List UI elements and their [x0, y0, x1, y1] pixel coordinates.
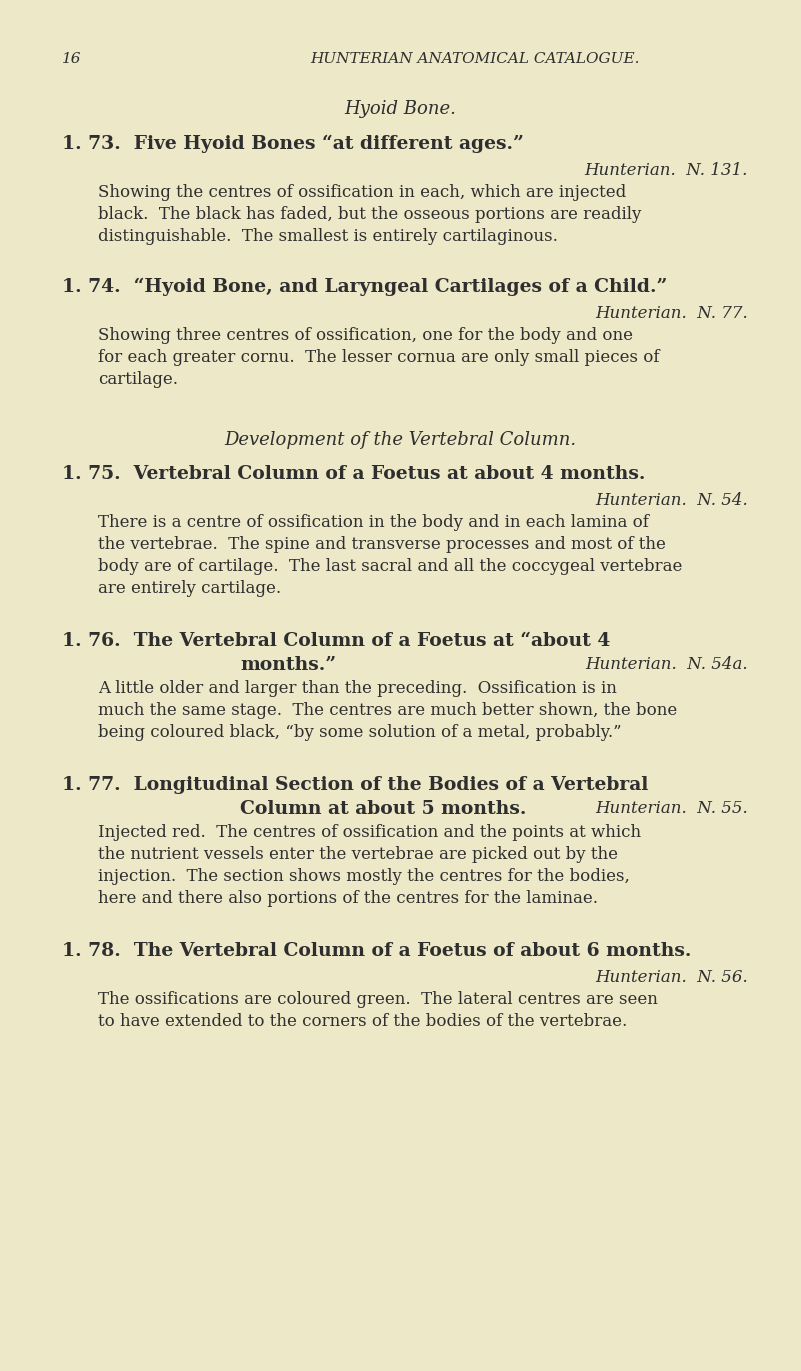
Text: injection.  The section shows mostly the centres for the bodies,: injection. The section shows mostly the …	[98, 868, 630, 886]
Text: Column at about 5 months.: Column at about 5 months.	[240, 801, 526, 818]
Text: for each greater cornu.  The lesser cornua are only small pieces of: for each greater cornu. The lesser cornu…	[98, 350, 659, 366]
Text: distinguishable.  The smallest is entirely cartilaginous.: distinguishable. The smallest is entirel…	[98, 228, 557, 245]
Text: the vertebrae.  The spine and transverse processes and most of the: the vertebrae. The spine and transverse …	[98, 536, 666, 553]
Text: HUNTERIAN ANATOMICAL CATALOGUE.: HUNTERIAN ANATOMICAL CATALOGUE.	[310, 52, 639, 66]
Text: to have extended to the corners of the bodies of the vertebrae.: to have extended to the corners of the b…	[98, 1013, 627, 1030]
Text: A little older and larger than the preceding.  Ossification is in: A little older and larger than the prece…	[98, 680, 617, 696]
Text: Hunterian.  N. 55.: Hunterian. N. 55.	[595, 801, 748, 817]
Text: are entirely cartilage.: are entirely cartilage.	[98, 580, 281, 596]
Text: 1. 74.  “Hyoid Bone, and Laryngeal Cartilages of a Child.”: 1. 74. “Hyoid Bone, and Laryngeal Cartil…	[62, 278, 667, 296]
Text: Showing three centres of ossification, one for the body and one: Showing three centres of ossification, o…	[98, 328, 633, 344]
Text: Injected red.  The centres of ossification and the points at which: Injected red. The centres of ossificatio…	[98, 824, 641, 840]
Text: here and there also portions of the centres for the laminae.: here and there also portions of the cent…	[98, 890, 598, 908]
Text: much the same stage.  The centres are much better shown, the bone: much the same stage. The centres are muc…	[98, 702, 678, 718]
Text: 1. 77.  Longitudinal Section of the Bodies of a Vertebral: 1. 77. Longitudinal Section of the Bodie…	[62, 776, 648, 794]
Text: 16: 16	[62, 52, 82, 66]
Text: months.”: months.”	[240, 655, 336, 675]
Text: Hunterian.  N. 77.: Hunterian. N. 77.	[595, 304, 748, 322]
Text: Hunterian.  N. 54.: Hunterian. N. 54.	[595, 492, 748, 509]
Text: 1. 76.  The Vertebral Column of a Foetus at “about 4: 1. 76. The Vertebral Column of a Foetus …	[62, 632, 610, 650]
Text: Hunterian.  N. 131.: Hunterian. N. 131.	[585, 162, 748, 180]
Text: Hunterian.  N. 56.: Hunterian. N. 56.	[595, 969, 748, 986]
Text: cartilage.: cartilage.	[98, 372, 178, 388]
Text: Hunterian.  N. 54a.: Hunterian. N. 54a.	[586, 655, 748, 673]
Text: 1. 75.  Vertebral Column of a Foetus at about 4 months.: 1. 75. Vertebral Column of a Foetus at a…	[62, 465, 646, 483]
Text: The ossifications are coloured green.  The lateral centres are seen: The ossifications are coloured green. Th…	[98, 991, 658, 1008]
Text: the nutrient vessels enter the vertebrae are picked out by the: the nutrient vessels enter the vertebrae…	[98, 846, 618, 862]
Text: Showing the centres of ossification in each, which are injected: Showing the centres of ossification in e…	[98, 184, 626, 202]
Text: 1. 78.  The Vertebral Column of a Foetus of about 6 months.: 1. 78. The Vertebral Column of a Foetus …	[62, 942, 691, 960]
Text: 1. 73.  Five Hyoid Bones “at different ages.”: 1. 73. Five Hyoid Bones “at different ag…	[62, 134, 524, 154]
Text: body are of cartilage.  The last sacral and all the coccygeal vertebrae: body are of cartilage. The last sacral a…	[98, 558, 682, 574]
Text: There is a centre of ossification in the body and in each lamina of: There is a centre of ossification in the…	[98, 514, 649, 531]
Text: Development of the Vertebral Column.: Development of the Vertebral Column.	[224, 430, 576, 448]
Text: Hyoid Bone.: Hyoid Bone.	[344, 100, 456, 118]
Text: being coloured black, “by some solution of a metal, probably.”: being coloured black, “by some solution …	[98, 724, 622, 740]
Text: black.  The black has faded, but the osseous portions are readily: black. The black has faded, but the osse…	[98, 206, 642, 223]
